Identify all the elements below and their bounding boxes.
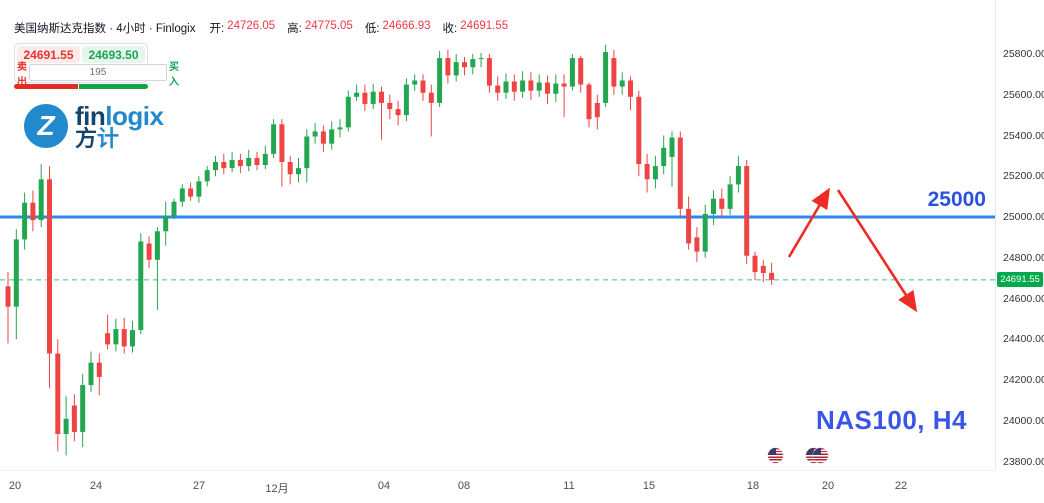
finlogix-logo: Z finlogix 方计 [24,101,164,151]
time-tick: 22 [894,480,908,492]
current-price-badge: 24691.55 [997,272,1043,287]
flag-icons [768,448,828,463]
trend-arrow [836,189,918,313]
time-tick: 12月 [265,483,289,495]
price-tick: 24400.00 [1003,333,1044,346]
time-tick: 20 [821,480,835,492]
time-tick: 20 [8,480,22,492]
sell-button[interactable]: 卖出 [17,61,27,88]
price-tick: 25000.00 [1003,211,1044,223]
price-tick: 25800.00 [1003,48,1044,60]
trade-widget: 24691.55 24693.50 卖出 买入 [14,43,179,88]
ohlc-item: 低: 24666.93 [364,20,431,35]
chart-canvas[interactable] [0,0,995,470]
ohlc-readout: 开: 24726.05 高: 24775.05 低: 24666.93 收: 24691.55 [209,20,508,36]
time-tick: 08 [457,480,471,492]
price-tick: 24800.00 [1003,251,1044,264]
time-tick: 18 [746,480,760,492]
price-tick: 23800.00 [1003,455,1044,468]
ohlc-item: 开: 24726.05 [209,20,276,35]
time-axis[interactable]: 20 24 27 12月 04 08 11 15 18 20 22 [0,470,995,503]
price-tick: 25200.00 [1003,170,1044,183]
us-flag-icon [768,448,783,463]
price-tick: 25600.00 [1003,88,1044,101]
chart-title: 美国纳斯达克指数 · 4小时 · Finlogix [14,23,196,35]
support-level-label: 25000 [927,188,986,211]
logo-text-fang: 方 [75,125,98,151]
time-tick: 04 [377,480,391,492]
buy-button[interactable]: 买入 [169,61,179,88]
logo-text-ji: 计 [97,125,120,151]
quantity-input[interactable] [29,64,167,81]
symbol-timeframe-label: NAS100, H4 [816,405,967,435]
price-tick: 25400.00 [1003,129,1044,142]
time-tick: 15 [642,480,656,492]
time-tick: 27 [192,480,206,492]
logo-text-logix: logix [105,101,164,131]
sell-price-button[interactable]: 24691.55 [17,46,80,63]
ohlc-item: 收: 24691.55 [442,20,509,35]
sentiment-bar [14,84,148,89]
price-tick: 24600.00 [1003,292,1044,305]
logo-text-fin: fin [75,101,106,131]
buy-price-button[interactable]: 24693.50 [82,46,145,63]
finlogix-logo-icon: Z [24,104,68,148]
buy-ratio-bar [79,84,148,89]
us-flag-icon [813,448,828,463]
price-tick: 24000.00 [1003,414,1044,427]
time-tick: 24 [89,480,103,492]
sell-ratio-bar [14,84,78,89]
chart-header: 美国纳斯达克指数 · 4小时 · Finlogix 开: 24726.05 高: 24… [14,20,508,36]
ohlc-item: 高: 24775.05 [287,20,353,35]
price-axis[interactable]: 24691.55 25800.00 25600.00 25400.00 25200.0… [995,0,1044,470]
time-tick: 11 [563,480,575,492]
price-tick: 24200.00 [1003,374,1044,386]
trend-arrow [787,187,830,258]
